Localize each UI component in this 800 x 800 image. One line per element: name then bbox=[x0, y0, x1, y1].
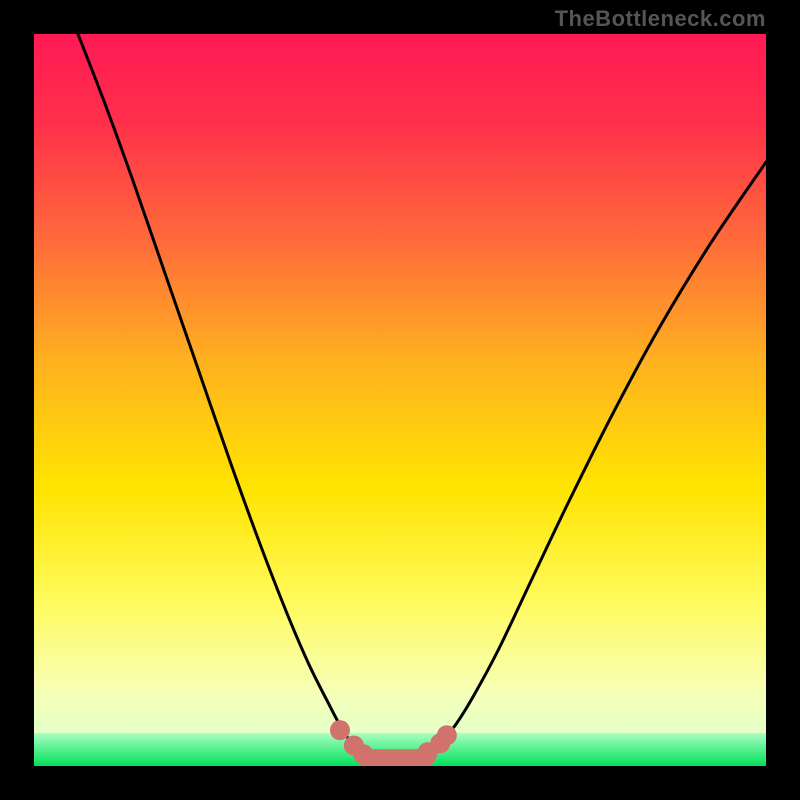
bottleneck-curve bbox=[78, 34, 766, 759]
plot-inner bbox=[34, 34, 766, 766]
watermark: TheBottleneck.com bbox=[555, 6, 766, 32]
curve-svg bbox=[34, 34, 766, 766]
plot-wrap: TheBottleneck.com bbox=[0, 0, 800, 800]
marker-group bbox=[330, 720, 457, 764]
marker-dot bbox=[353, 744, 373, 764]
marker-dot bbox=[330, 720, 350, 740]
marker-dot bbox=[437, 725, 457, 745]
